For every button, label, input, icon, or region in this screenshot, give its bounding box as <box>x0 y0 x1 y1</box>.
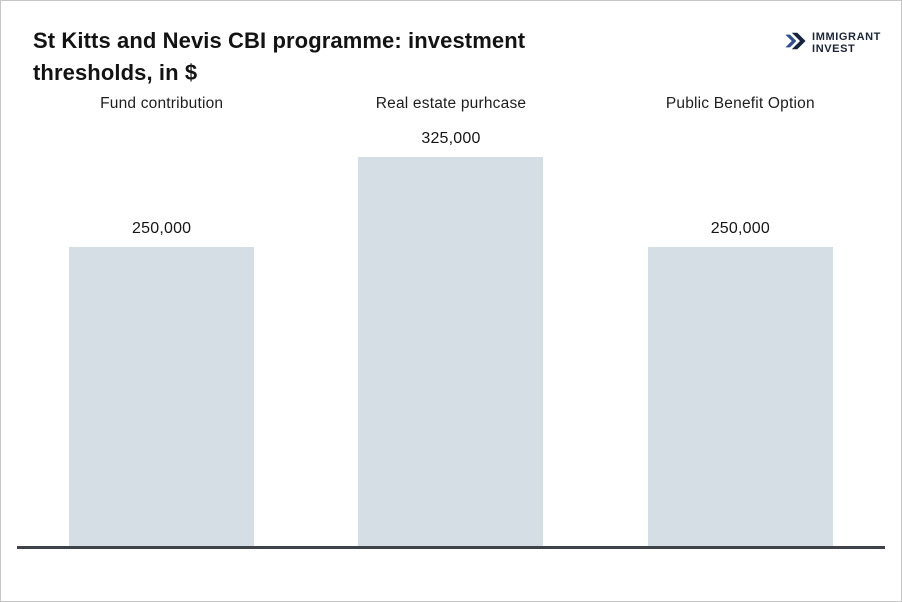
chart-header: St Kitts and Nevis CBI programme: invest… <box>1 1 901 88</box>
bar <box>358 157 544 546</box>
chart-title-line1: St Kitts and Nevis CBI programme: invest… <box>33 28 526 53</box>
chart-title: St Kitts and Nevis CBI programme: invest… <box>33 25 525 88</box>
category-labels-row: Fund contribution Real estate purhcase Pub… <box>17 88 885 113</box>
bar-chart: 250,000 325,000 250,000 Fund contribution R… <box>1 88 901 549</box>
bar <box>647 247 833 546</box>
category-label: Real estate purhcase <box>375 95 527 112</box>
bar-column: 250,000 <box>17 220 306 546</box>
immigrant-invest-logo: IMMIGRANT INVEST <box>784 30 881 55</box>
bar-value-label: 325,000 <box>421 130 481 147</box>
double-chevron-icon <box>785 32 806 50</box>
bar-column: 250,000 <box>596 220 885 546</box>
logo-line1: IMMIGRANT <box>812 31 881 43</box>
bar-value-label: 250,000 <box>710 220 770 237</box>
x-axis-line <box>17 546 885 549</box>
chart-title-line2: thresholds, in $ <box>33 59 198 85</box>
category-label: Fund contribution <box>100 95 224 112</box>
category-label: Public Benefit Option <box>665 95 815 112</box>
logo-wordmark: IMMIGRANT INVEST <box>812 30 881 55</box>
plot-area: 250,000 325,000 250,000 <box>17 88 885 546</box>
bar-value-label: 250,000 <box>132 220 192 237</box>
bar <box>69 247 255 546</box>
bar-column: 325,000 <box>306 130 595 546</box>
logo-line2: INVEST <box>812 43 856 56</box>
